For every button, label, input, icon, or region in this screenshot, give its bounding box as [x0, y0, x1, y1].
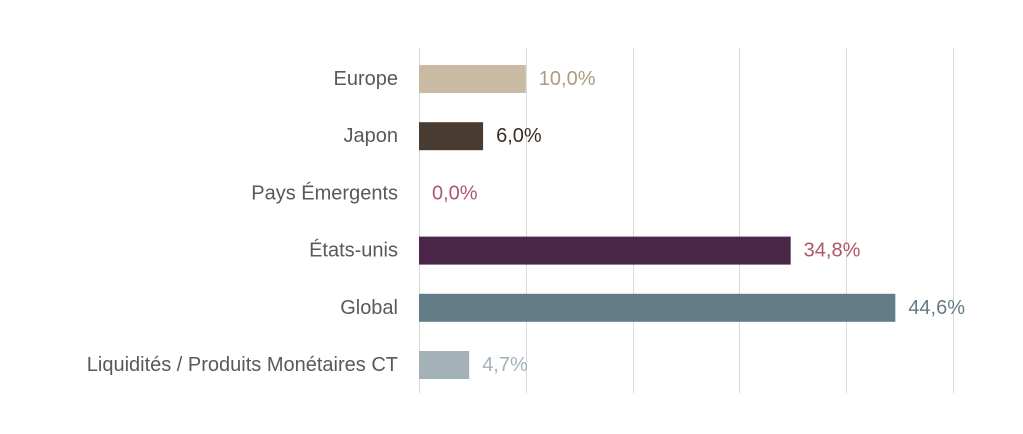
labels: Europe 10,0% Japon 6,0% Pays Émergents 0,0% Ét… [87, 68, 966, 376]
category-label: États-unis [309, 239, 398, 262]
value-label: 34,8% [804, 240, 861, 262]
category-label: Pays Émergents [251, 181, 398, 204]
category-label: Liquidités / Produits Monétaires CT [87, 354, 398, 376]
gridlines [419, 48, 954, 393]
value-label: 10,0% [539, 68, 596, 90]
category-label: Europe [334, 68, 399, 90]
value-label: 6,0% [496, 125, 542, 147]
bar [419, 236, 791, 265]
value-label: 4,7% [482, 354, 528, 376]
value-label: 44,6% [908, 297, 965, 319]
bar [419, 293, 896, 322]
category-label: Japon [344, 125, 399, 147]
bar [419, 122, 484, 151]
category-label: Global [340, 297, 398, 319]
bar [419, 351, 470, 379]
value-label: 0,0% [432, 182, 478, 204]
bars [419, 65, 896, 379]
bar [419, 65, 526, 93]
